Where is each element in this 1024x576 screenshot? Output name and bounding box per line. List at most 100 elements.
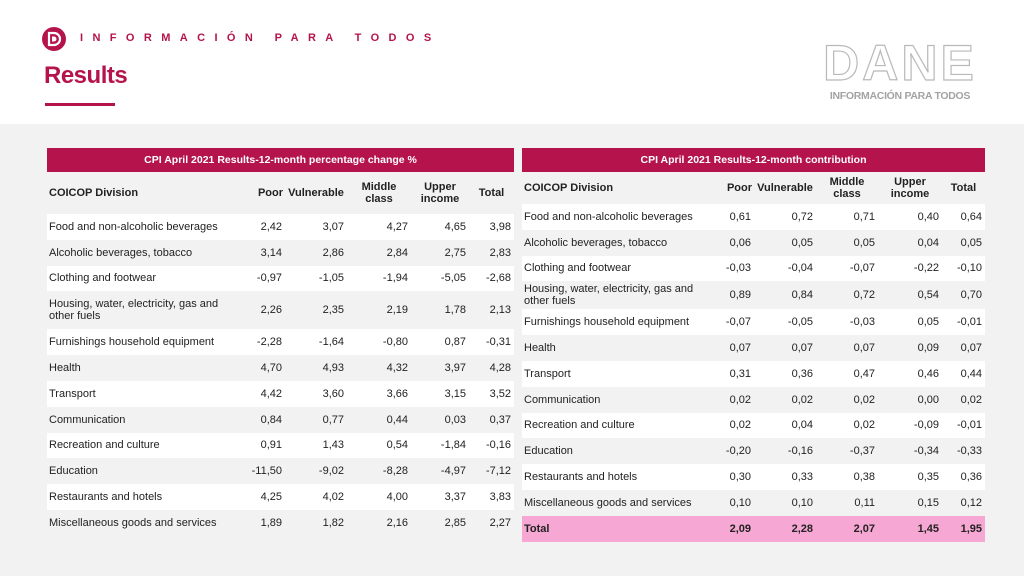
cell-middle-class: 0,05 xyxy=(816,229,878,256)
cell-middle-class: 2,19 xyxy=(347,291,411,330)
cell-middle-class: 0,54 xyxy=(347,432,411,459)
cell-upper-income: 0,46 xyxy=(878,360,942,387)
table-row: Miscellaneous goods and services 0,10 0,10… xyxy=(522,489,986,516)
table-row: Recreation and culture 0,91 1,43 0,54 -1,84-… xyxy=(47,432,515,459)
cell-vulnerable: -0,16 xyxy=(754,438,816,465)
column-header-upper-income: Upper income xyxy=(411,172,469,214)
table-row: Clothing and footwear -0,03 -0,04 -0,07 -0,2… xyxy=(522,255,986,282)
table-row: Housing, water, electricity, gas and oth… xyxy=(522,281,986,310)
cell-middle-class: 0,72 xyxy=(816,281,878,310)
cell-vulnerable: 3,60 xyxy=(285,380,347,407)
cell-upper-income: 2,75 xyxy=(411,239,469,266)
table-caption: CPI April 2021 Results-12-month percenta… xyxy=(47,148,515,172)
cell-upper-income: 0,00 xyxy=(878,386,942,413)
column-header-division: COICOP Division xyxy=(522,172,708,204)
table-row: Transport 0,31 0,36 0,47 0,46 0,44 xyxy=(522,360,986,387)
cell-upper-income: 0,54 xyxy=(878,281,942,310)
cell-middle-class: 4,00 xyxy=(347,484,411,510)
table-caption: CPI April 2021 Results-12-month contribu… xyxy=(522,148,986,172)
cell-poor: 2,26 xyxy=(233,291,285,330)
cell-total: -7,12 xyxy=(469,458,515,485)
cell-vulnerable: 1,82 xyxy=(285,509,347,536)
cell-poor: 0,30 xyxy=(708,464,754,490)
cell-division: Education xyxy=(47,458,233,485)
cell-upper-income: -4,97 xyxy=(411,458,469,485)
cell-middle-class: 0,47 xyxy=(816,360,878,387)
cell-vulnerable: -1,05 xyxy=(285,265,347,292)
cell-middle-class: -8,28 xyxy=(347,458,411,485)
table-row: Health 0,07 0,07 0,07 0,09 0,07 xyxy=(522,335,986,361)
cell-poor: 0,61 xyxy=(708,204,754,230)
cell-total: 4,28 xyxy=(469,355,515,381)
cell-total: 3,98 xyxy=(469,214,515,240)
cell-upper-income: -0,09 xyxy=(878,412,942,439)
cell-middle-class: 0,11 xyxy=(816,489,878,516)
cell-middle-class: 0,07 xyxy=(816,335,878,361)
cell-division: Food and non-alcoholic beverages xyxy=(47,214,233,240)
cell-total: 0,05 xyxy=(942,229,986,256)
cell-division: Furnishings household equipment xyxy=(522,309,708,336)
cell-upper-income: 3,37 xyxy=(411,484,469,510)
cell-middle-class: 2,84 xyxy=(347,239,411,266)
table-row: Furnishings household equipment -0,07 -0,0… xyxy=(522,309,986,336)
cell-total: -0,31 xyxy=(469,329,515,356)
cell-upper-income: 0,87 xyxy=(411,329,469,356)
cell-middle-class: 2,07 xyxy=(816,515,878,542)
cell-poor: 4,70 xyxy=(233,355,285,381)
percentage-change-table: CPI April 2021 Results-12-month percenta… xyxy=(47,148,515,536)
column-header-poor: Poor xyxy=(233,172,285,214)
cell-poor: -0,20 xyxy=(708,438,754,465)
cell-total: 0,02 xyxy=(942,386,986,413)
cell-vulnerable: 0,33 xyxy=(754,464,816,490)
cell-vulnerable: 0,36 xyxy=(754,360,816,387)
cell-upper-income: -0,34 xyxy=(878,438,942,465)
cell-total: -0,16 xyxy=(469,432,515,459)
cell-total: 0,36 xyxy=(942,464,986,490)
cell-division: Miscellaneous goods and services xyxy=(47,509,233,536)
cell-upper-income: 0,15 xyxy=(878,489,942,516)
cell-middle-class: 0,02 xyxy=(816,412,878,439)
cell-vulnerable: 0,07 xyxy=(754,335,816,361)
column-header-vulnerable: Vulnerable xyxy=(754,172,816,204)
cell-vulnerable: -0,05 xyxy=(754,309,816,336)
cell-vulnerable: 4,02 xyxy=(285,484,347,510)
cell-division: Health xyxy=(522,335,708,361)
column-header-middle-class: Middle class xyxy=(816,172,878,204)
cell-vulnerable: 3,07 xyxy=(285,214,347,240)
cell-division: Housing, water, electricity, gas and oth… xyxy=(522,281,708,310)
cell-division: Recreation and culture xyxy=(47,432,233,459)
cell-middle-class: 0,71 xyxy=(816,204,878,230)
cell-division: Total xyxy=(522,515,708,542)
cell-division: Restaurants and hotels xyxy=(522,464,708,490)
cell-upper-income: 3,97 xyxy=(411,355,469,381)
cell-total: 1,95 xyxy=(942,515,986,542)
cell-total: 2,13 xyxy=(469,291,515,330)
cell-vulnerable: 0,04 xyxy=(754,412,816,439)
table-row: Health 4,70 4,93 4,32 3,97 4,28 xyxy=(47,355,515,381)
cell-total: -0,01 xyxy=(942,412,986,439)
cell-poor: 0,84 xyxy=(233,406,285,433)
table-row: Clothing and footwear -0,97 -1,05 -1,94 -5,0… xyxy=(47,265,515,292)
cell-poor: 0,31 xyxy=(708,360,754,387)
cell-vulnerable: 0,84 xyxy=(754,281,816,310)
header-area xyxy=(0,0,1024,124)
cell-middle-class: -0,07 xyxy=(816,255,878,282)
cell-poor: -0,07 xyxy=(708,309,754,336)
cell-upper-income: 0,04 xyxy=(878,229,942,256)
cell-division: Food and non-alcoholic beverages xyxy=(522,204,708,230)
cell-division: Clothing and footwear xyxy=(47,265,233,292)
cell-total: 0,44 xyxy=(942,360,986,387)
cell-vulnerable: 0,77 xyxy=(285,406,347,433)
cell-total: -2,68 xyxy=(469,265,515,292)
cell-total: 3,52 xyxy=(469,380,515,407)
cell-upper-income: 4,65 xyxy=(411,214,469,240)
cell-middle-class: 0,38 xyxy=(816,464,878,490)
dane-brand-logo: DANE INFORMACIÓN PARA TODOS xyxy=(818,37,982,106)
cell-middle-class: 2,16 xyxy=(347,509,411,536)
dane-d-logo-icon xyxy=(42,27,66,51)
cell-division: Transport xyxy=(47,380,233,407)
cell-upper-income: 3,15 xyxy=(411,380,469,407)
cell-upper-income: 0,09 xyxy=(878,335,942,361)
cell-total: 2,83 xyxy=(469,239,515,266)
table-row: Miscellaneous goods and services 1,89 1,82… xyxy=(47,509,515,536)
